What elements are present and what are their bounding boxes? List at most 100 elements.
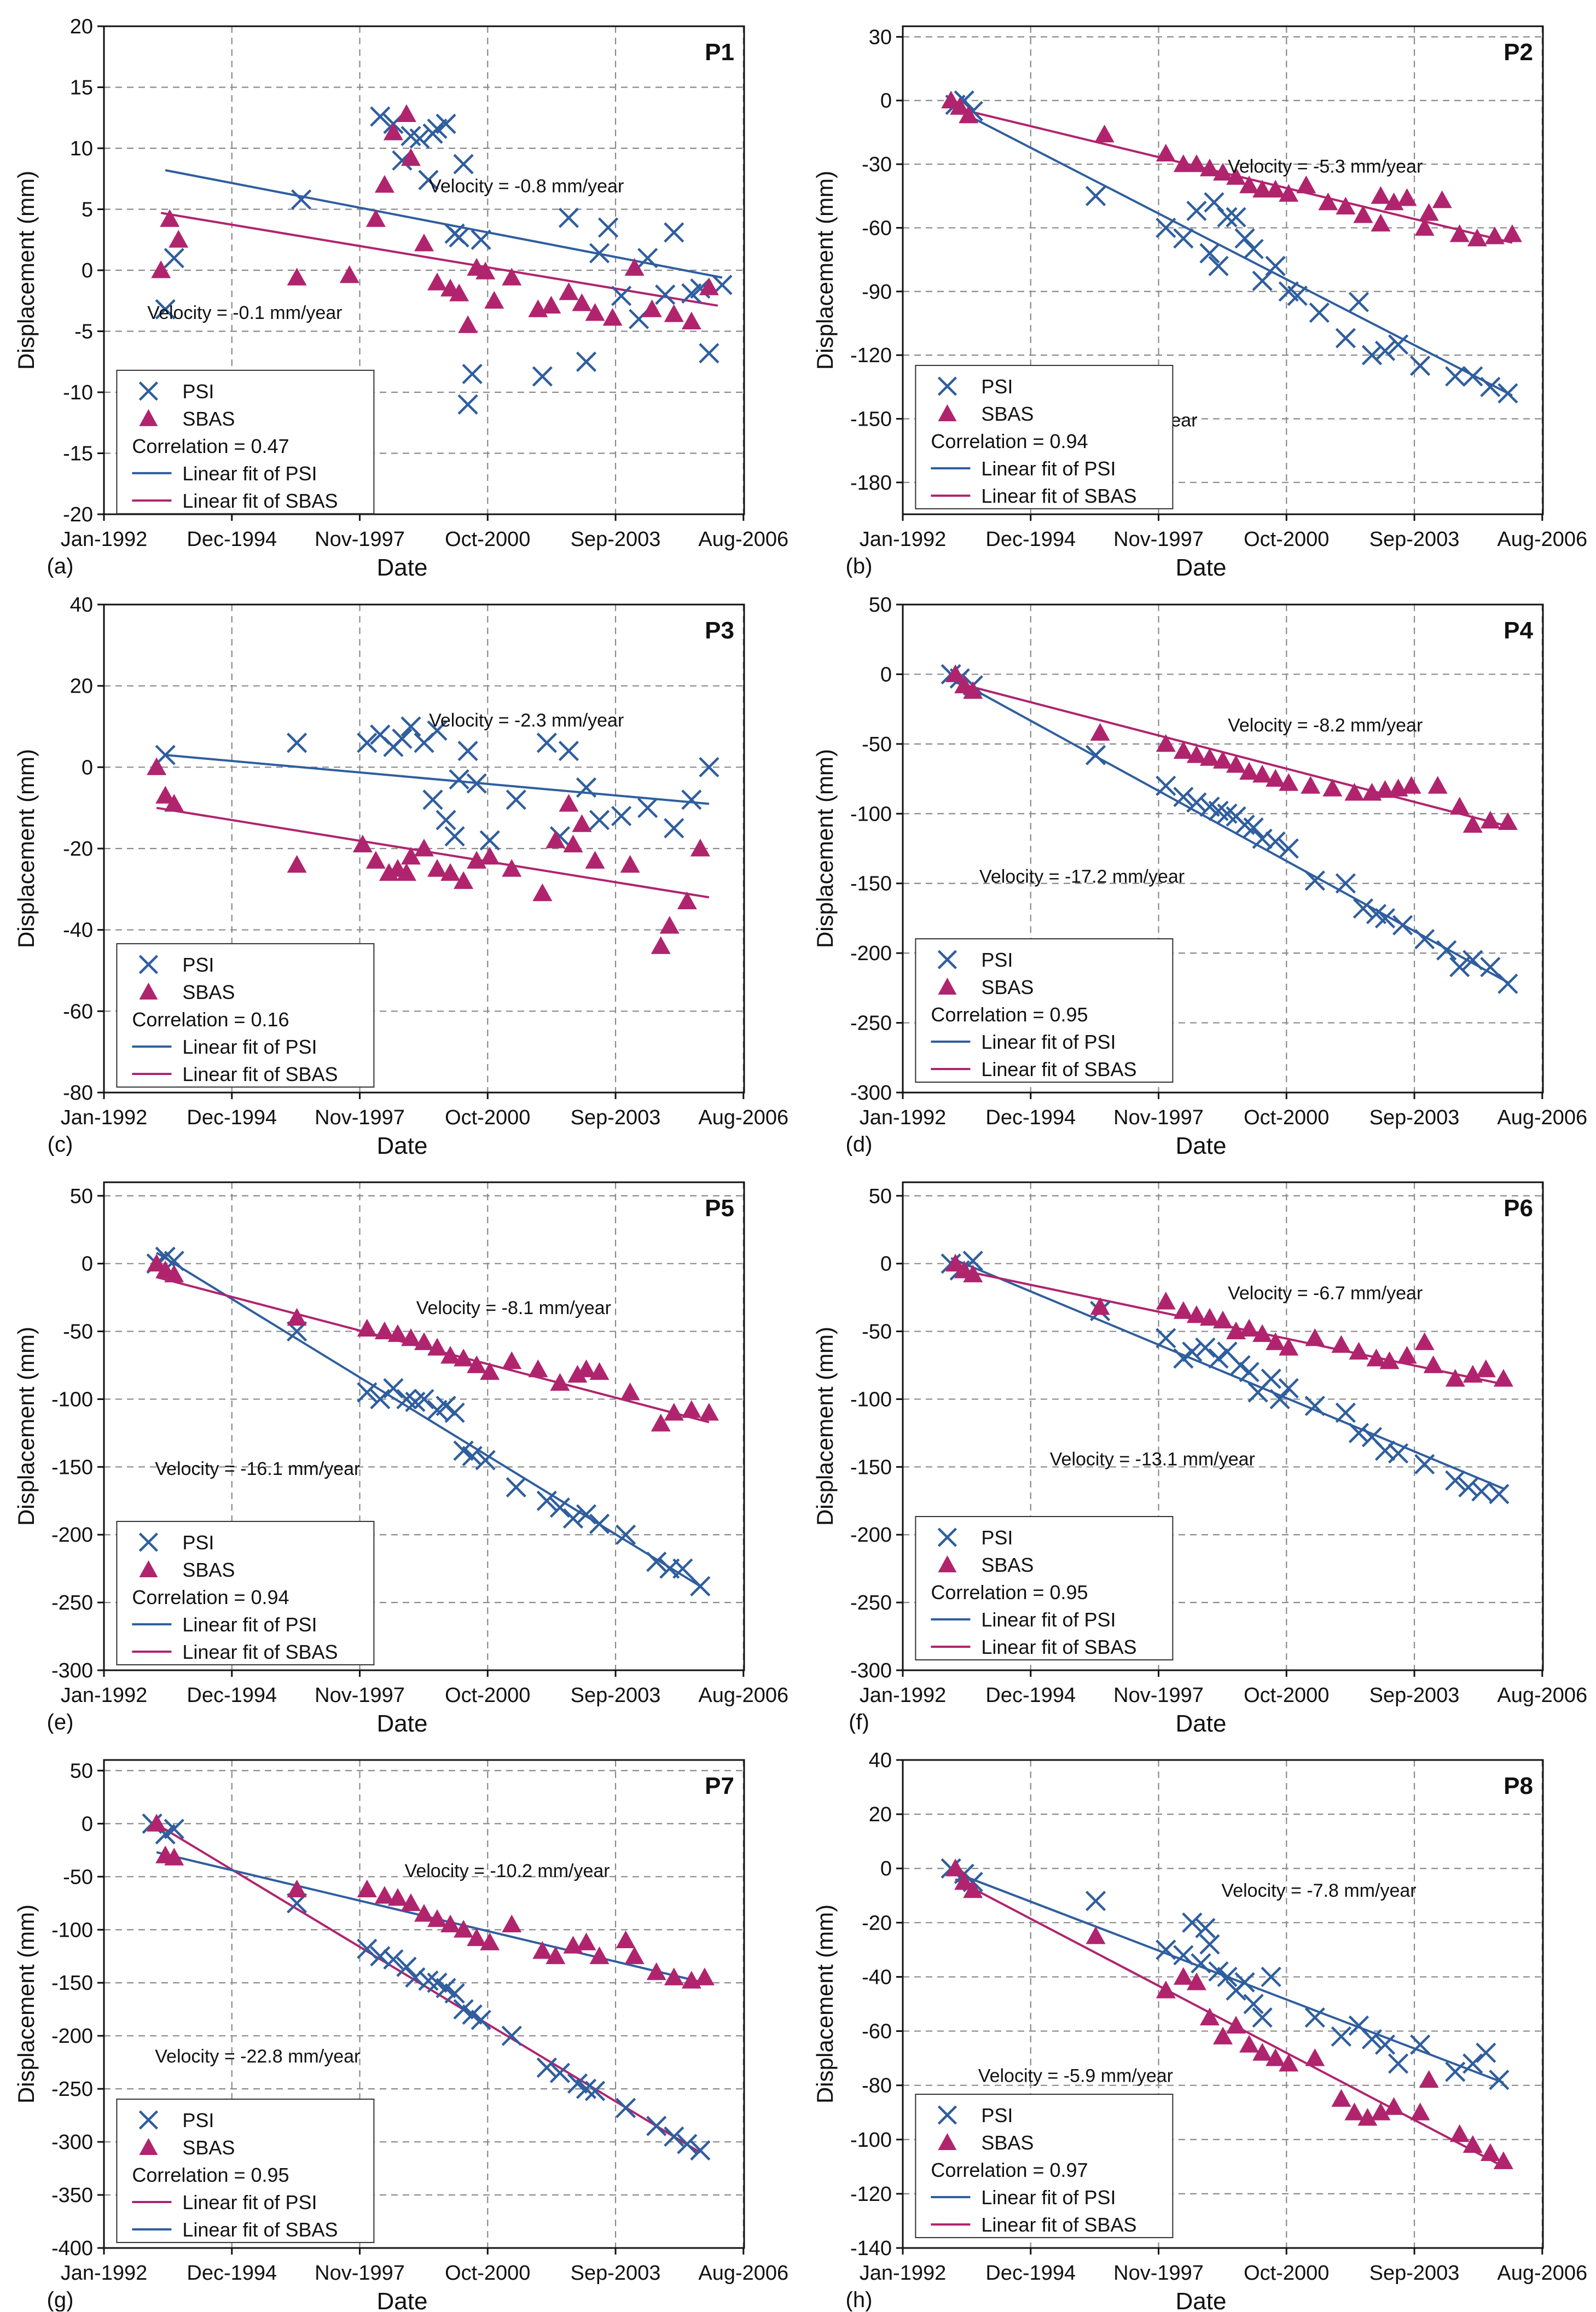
sbas-point [1279, 1338, 1299, 1356]
sbas-point [1252, 1324, 1273, 1342]
psi-point [1335, 1402, 1356, 1423]
legend-psi-label: PSI [182, 1531, 214, 1554]
legend-fit-b-label: Linear fit of SBAS [182, 490, 338, 512]
sbas-point [576, 1932, 596, 1950]
psi-point [462, 363, 483, 385]
y-tick-label: -150 [850, 408, 892, 431]
psi-point [655, 284, 676, 305]
velocity-annotation-upper: Velocity = -2.3 mm/year [429, 710, 624, 731]
sbas-point [642, 299, 662, 317]
sbas-point [1462, 815, 1483, 833]
panel-label: (d) [846, 1132, 873, 1156]
psi-point [1086, 745, 1106, 765]
sbas-point [677, 891, 697, 910]
sbas-point [585, 851, 605, 869]
y-tick-label: 15 [70, 77, 93, 100]
psi-point [1199, 1934, 1220, 1955]
point-title: P5 [705, 1195, 734, 1222]
psi-point [1462, 950, 1483, 971]
sbas-point [959, 105, 979, 124]
sbas-point [1502, 224, 1522, 242]
y-tick-label: -200 [51, 2025, 93, 2048]
sbas-point [1266, 179, 1286, 198]
chart-panel-6: -300 -250 -200 -150 -100 -50 0 50 Jan-1992 Dec-19… [812, 1181, 1587, 1734]
y-tick-label: -140 [850, 2237, 892, 2260]
psi-point [664, 222, 684, 243]
legend-fit-a-label: Linear fit of PSI [981, 1608, 1116, 1631]
x-axis-title: Date [1176, 554, 1227, 578]
sbas-point [1445, 1369, 1465, 1387]
legend-psi-label: PSI [981, 2104, 1013, 2127]
sbas-point [1173, 1967, 1193, 1985]
x-tick-label: Sep-2003 [571, 528, 661, 551]
legend-sbas-marker [139, 1560, 158, 1577]
y-tick-label: 50 [70, 1185, 93, 1208]
legend-box [116, 943, 375, 1088]
x-tick-label: Sep-2003 [1369, 2262, 1460, 2285]
panel-label: (a) [47, 554, 74, 578]
sbas-point [1397, 1346, 1417, 1364]
legend-sbas-label: SBAS [981, 2131, 1034, 2154]
legend-fit-b-label: Linear fit of SBAS [981, 485, 1136, 507]
sbas-point [1252, 2043, 1273, 2061]
psi-point [1462, 2053, 1483, 2074]
y-tick-label: -40 [862, 1966, 892, 1989]
sbas-point [1239, 1318, 1260, 1337]
legend-fit-b-label: Linear fit of SBAS [182, 1063, 338, 1085]
x-axis-title: Date [377, 1132, 428, 1156]
psi-fit-line [950, 676, 1508, 984]
psi-point [1462, 366, 1483, 387]
psi-point [1480, 957, 1501, 978]
sbas-point [602, 307, 623, 326]
velocity-annotation-upper: Velocity = -10.2 mm/year [405, 1861, 610, 1881]
sbas-point [1213, 751, 1233, 769]
psi-point [1304, 870, 1325, 891]
chart-panel-2: -180 -150 -120 -90 -60 -30 0 30 Jan-1992 Dec-1994… [812, 25, 1587, 578]
chart-panel-7: -400 -350 -300 -250 -200 -150 -100 -50 0 50 Jan-19… [13, 1759, 788, 2311]
psi-point [164, 248, 184, 269]
sbas-point [1331, 2089, 1351, 2107]
psi-point [576, 351, 597, 372]
sbas-point [427, 272, 448, 291]
psi-point [383, 1949, 404, 1970]
legend-box [116, 369, 375, 514]
y-tick-label: -40 [63, 919, 93, 942]
sbas-fit-line [156, 806, 710, 899]
x-tick-label: Oct-2000 [1244, 1106, 1329, 1129]
y-tick-label: 40 [70, 594, 93, 617]
psi-point [506, 1477, 526, 1498]
psi-point [357, 1382, 378, 1403]
point-title: P8 [1504, 1773, 1533, 1799]
psi-point [1445, 2061, 1466, 2082]
psi-point [1414, 1454, 1435, 1474]
y-tick-label: 50 [869, 594, 892, 617]
x-tick-label: Nov-1997 [1113, 1684, 1204, 1707]
y-tick-label: -50 [63, 1866, 93, 1889]
y-tick-label: -10 [63, 381, 93, 404]
legend-sbas-label: SBAS [182, 2136, 235, 2159]
y-tick-label: -150 [850, 1456, 892, 1479]
psi-point [1335, 328, 1356, 348]
sbas-point [1279, 184, 1299, 202]
sbas-point [1336, 196, 1356, 215]
sbas-point [572, 814, 592, 832]
psi-point [444, 1402, 465, 1423]
y-tick-label: -100 [850, 2129, 892, 2152]
psi-point [449, 227, 469, 248]
sbas-point [454, 1920, 474, 1938]
psi-point [1458, 1477, 1479, 1498]
psi-point [637, 248, 658, 269]
psi-point [1191, 1953, 1211, 1974]
sbas-fit-line [160, 212, 718, 307]
sbas-point [681, 1400, 701, 1418]
legend-psi-label: PSI [182, 2109, 214, 2131]
y-tick-label: 50 [869, 1185, 892, 1208]
sbas-point [624, 1946, 645, 1965]
sbas-point [475, 262, 496, 280]
x-tick-label: Sep-2003 [571, 1684, 661, 1707]
sbas-point [1493, 2151, 1513, 2169]
sbas-point [559, 282, 579, 300]
psi-point [1086, 185, 1106, 206]
psi-point [1335, 873, 1356, 894]
sbas-point [1305, 1328, 1325, 1346]
